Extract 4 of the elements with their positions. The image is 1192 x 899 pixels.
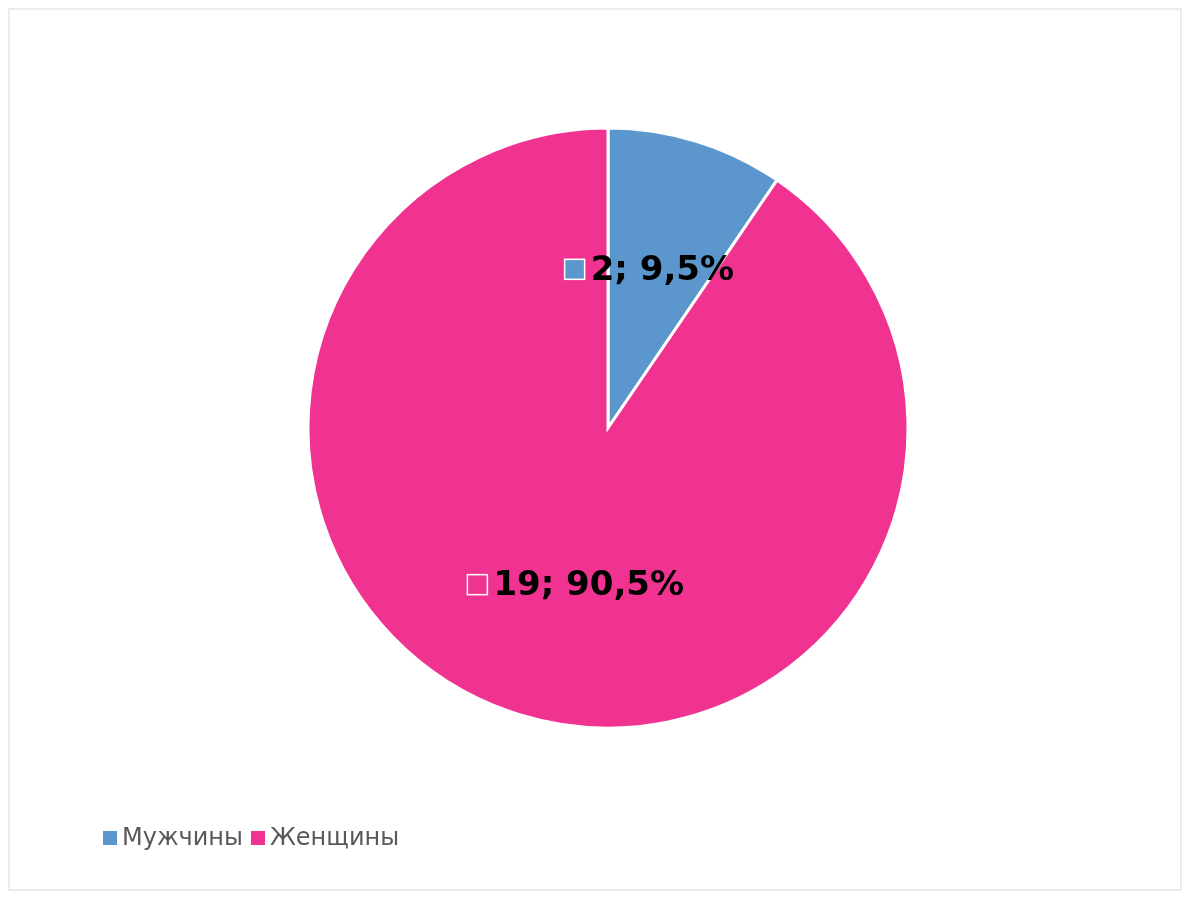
- data-label: 19; 90,5%: [493, 563, 685, 604]
- legend-label: Женщины: [270, 823, 400, 851]
- legend-label: Мужчины: [122, 823, 243, 851]
- pie-slice: [306, 126, 909, 730]
